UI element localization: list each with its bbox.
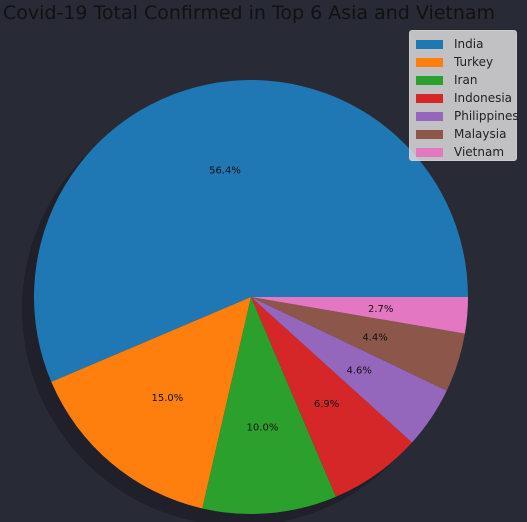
pie-slices bbox=[33, 80, 468, 514]
pie-label-philippines: 4.6% bbox=[346, 366, 371, 377]
pie-percent-labels: 56.4% 15.0% 10.0% 6.9% 4.6% 4.4% 2.7% bbox=[151, 165, 393, 433]
legend-swatch bbox=[416, 39, 443, 49]
legend-label: Malaysia bbox=[454, 127, 507, 141]
pie-slice-iran bbox=[202, 297, 336, 514]
pie-label-indonesia: 6.9% bbox=[314, 399, 339, 410]
pie-label-iran: 10.0% bbox=[247, 423, 279, 434]
legend-item-philippines: Philippines bbox=[416, 107, 519, 125]
pie-slice-vietnam bbox=[251, 297, 468, 334]
pie-slice-philippines bbox=[251, 297, 447, 443]
legend-item-vietnam: Vietnam bbox=[416, 143, 516, 161]
chart-legend: India Turkey Iran Indonesia Philippines Malay… bbox=[409, 30, 519, 161]
legend-swatch bbox=[416, 93, 443, 103]
pie-label-turkey: 15.0% bbox=[151, 393, 183, 404]
pie-slice-indonesia bbox=[251, 297, 412, 497]
pie-label-india: 56.4% bbox=[209, 165, 241, 176]
legend-item-iran: Iran bbox=[416, 71, 516, 89]
legend-label: Indonesia bbox=[454, 91, 513, 105]
legend-swatch bbox=[416, 57, 443, 67]
legend-label: Iran bbox=[454, 73, 478, 87]
legend-swatch bbox=[416, 129, 443, 139]
legend-swatch bbox=[416, 75, 443, 85]
legend-swatch bbox=[416, 111, 443, 121]
pie-slice-malaysia bbox=[251, 297, 465, 391]
legend-item-turkey: Turkey bbox=[416, 53, 516, 71]
legend-item-india: India bbox=[416, 35, 516, 53]
legend-swatch bbox=[416, 147, 443, 157]
legend-item-malaysia: Malaysia bbox=[416, 125, 516, 143]
pie-label-vietnam: 2.7% bbox=[368, 304, 393, 315]
legend-label: Philippines bbox=[454, 109, 519, 123]
legend-label: India bbox=[454, 37, 484, 51]
legend-label: Turkey bbox=[454, 55, 494, 69]
pie-slice-india bbox=[33, 80, 468, 382]
pie-label-malaysia: 4.4% bbox=[362, 332, 387, 343]
legend-item-indonesia: Indonesia bbox=[416, 89, 516, 107]
legend-label: Vietnam bbox=[454, 145, 505, 159]
chart-title: Covid-19 Total Confirmed in Top 6 Asia a… bbox=[3, 2, 496, 24]
pie-slice-turkey bbox=[51, 297, 251, 509]
